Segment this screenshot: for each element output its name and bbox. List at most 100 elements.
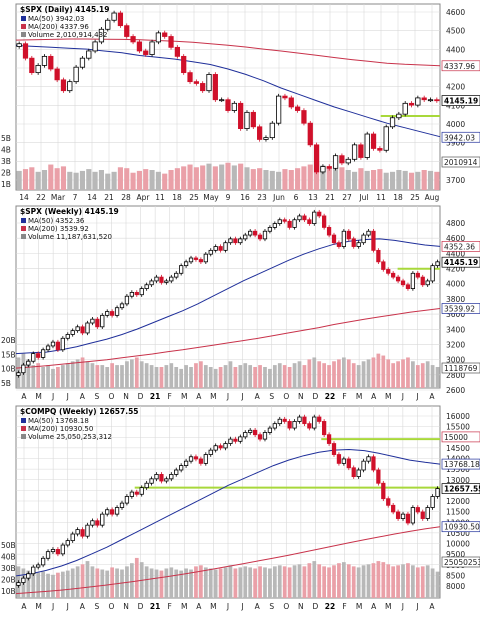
candle-body	[181, 55, 187, 74]
volume-bar	[307, 164, 313, 190]
moving-average-line	[15, 308, 441, 369]
volume-bar	[199, 361, 203, 388]
candle-body	[233, 238, 238, 244]
x-tick-label: 25	[410, 193, 420, 202]
legend-label: MA(200) 10930.50	[28, 425, 93, 433]
x-tick-label: A	[255, 602, 261, 611]
volume-bar	[253, 367, 257, 388]
price-tag-box	[441, 60, 480, 72]
x-tick-label: A	[21, 392, 27, 401]
candle-body	[341, 230, 346, 247]
volume-bar	[430, 365, 435, 388]
volume-bar	[208, 568, 213, 598]
candle-body	[203, 454, 208, 464]
candle-body	[29, 57, 35, 74]
candle-body	[351, 467, 356, 478]
volume-bar	[402, 170, 408, 190]
volume-bar	[287, 367, 292, 388]
candle-body	[155, 32, 162, 43]
volume-tick-label: 1B	[1, 180, 11, 189]
y-tick-label: 3400	[446, 325, 465, 334]
volume-bar	[51, 368, 55, 388]
y-tick-label: 8500	[446, 571, 465, 580]
candle-body	[136, 41, 143, 52]
volume-bar	[194, 363, 198, 388]
candle-body	[179, 265, 184, 274]
legend-swatch	[21, 234, 26, 239]
candle-body	[129, 491, 134, 497]
volume-bar	[391, 363, 396, 388]
candle-body	[223, 443, 228, 449]
volume-bar	[272, 365, 277, 388]
candle-body	[139, 487, 144, 495]
x-tick-label: M	[356, 602, 362, 611]
x-tick-label: 21	[325, 193, 335, 202]
volume-bar	[268, 568, 272, 598]
volume-bar	[75, 359, 80, 388]
candle-body	[80, 326, 85, 334]
price-tag-box	[441, 156, 480, 168]
candle-body	[149, 41, 155, 55]
candle-body	[193, 257, 199, 260]
candle-body	[267, 427, 273, 433]
x-tick-label: M	[210, 602, 216, 611]
x-tick-label: S	[269, 392, 274, 401]
candle-body	[98, 28, 105, 43]
candle-body	[16, 372, 21, 376]
volume-bar	[287, 567, 292, 598]
candle-body	[231, 102, 237, 111]
candle-body	[21, 364, 26, 374]
volume-bar	[29, 167, 35, 190]
volume-bar	[159, 367, 164, 388]
candle-body	[425, 507, 430, 519]
candle-body	[282, 95, 288, 99]
volume-bar	[169, 567, 174, 598]
y-tick-label: 10500	[446, 529, 470, 538]
candle-body	[26, 360, 31, 366]
x-tick-label: N	[123, 392, 129, 401]
candle-body	[297, 416, 302, 422]
candle-body	[336, 454, 342, 464]
candle-body	[218, 246, 223, 251]
volume-bar	[408, 172, 415, 190]
x-tick-label: 18	[172, 193, 182, 202]
candle-body	[341, 458, 346, 464]
candle-body	[233, 438, 238, 442]
candle-body	[54, 68, 60, 81]
candle-body	[100, 314, 105, 328]
candle-body	[312, 211, 317, 224]
legend-label: Volume 25,050,253,312	[28, 433, 112, 441]
volume-bar	[31, 571, 36, 598]
x-tick-label: M	[385, 392, 391, 401]
volume-tick-label: 10B	[1, 365, 16, 374]
x-tick-label: J	[66, 392, 69, 401]
candle-body	[100, 513, 105, 526]
candle-body	[144, 482, 149, 489]
candle-body	[114, 307, 120, 316]
candle-body	[351, 238, 356, 247]
candle-body	[213, 445, 218, 451]
candle-body	[228, 238, 233, 244]
volume-bar	[105, 367, 110, 388]
price-tag-label: 3942.03	[444, 133, 475, 142]
volume-bar	[213, 569, 218, 598]
volume-bar	[243, 566, 248, 598]
volume-bar	[415, 365, 420, 388]
candle-body	[134, 292, 139, 296]
candle-body	[95, 318, 100, 328]
volume-bar	[434, 171, 440, 190]
volume-bar	[90, 566, 95, 598]
volume-bar	[371, 357, 376, 388]
candle-body	[366, 456, 371, 462]
volume-bar	[295, 168, 301, 190]
candle-body	[371, 456, 376, 471]
x-tick-label: M	[385, 602, 391, 611]
candle-body	[40, 349, 46, 358]
x-tick-label: 11	[155, 193, 165, 202]
x-tick-label: 9	[226, 193, 231, 202]
x-tick-label: S	[269, 602, 274, 611]
x-tick-label: 14	[87, 193, 97, 202]
moving-average-line	[15, 45, 441, 138]
volume-bar	[98, 170, 104, 190]
volume-bar	[244, 167, 250, 190]
